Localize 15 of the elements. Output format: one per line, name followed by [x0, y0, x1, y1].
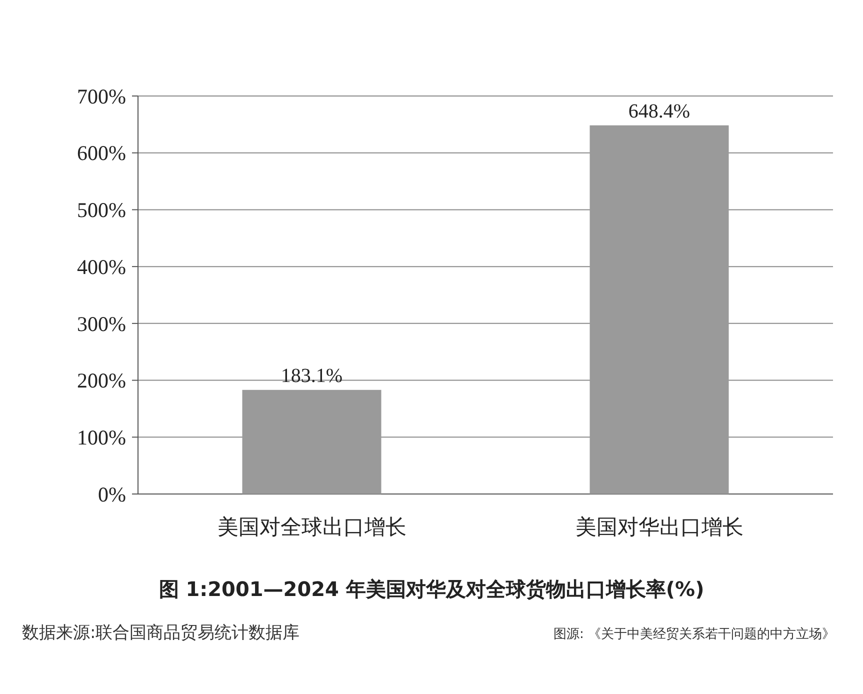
data-label: 648.4%	[628, 100, 690, 122]
y-tick-label: 400%	[77, 254, 126, 279]
data-label: 183.1%	[280, 364, 343, 387]
y-tick-label: 700%	[77, 84, 126, 108]
text: 图源: 《关于中美经贸关系若干问题的中方立场》	[553, 626, 835, 642]
y-tick-label: 500%	[77, 198, 126, 222]
source-note: 数据来源:联合国商品贸易统计数据库	[22, 623, 300, 643]
y-tick-label: 100%	[77, 425, 126, 450]
y-tick-label: 600%	[77, 141, 126, 166]
text: 图 1:2001—2024 年美国对华及对全球货物出口增长率(%)	[158, 577, 704, 601]
y-tick-label: 200%	[77, 368, 126, 393]
x-tick-label: 美国对华出口增长	[575, 515, 744, 539]
x-tick-label: 美国对全球出口增长	[217, 515, 406, 539]
y-tick-label: 0%	[98, 482, 126, 506]
y-tick-label: 300%	[77, 312, 126, 336]
